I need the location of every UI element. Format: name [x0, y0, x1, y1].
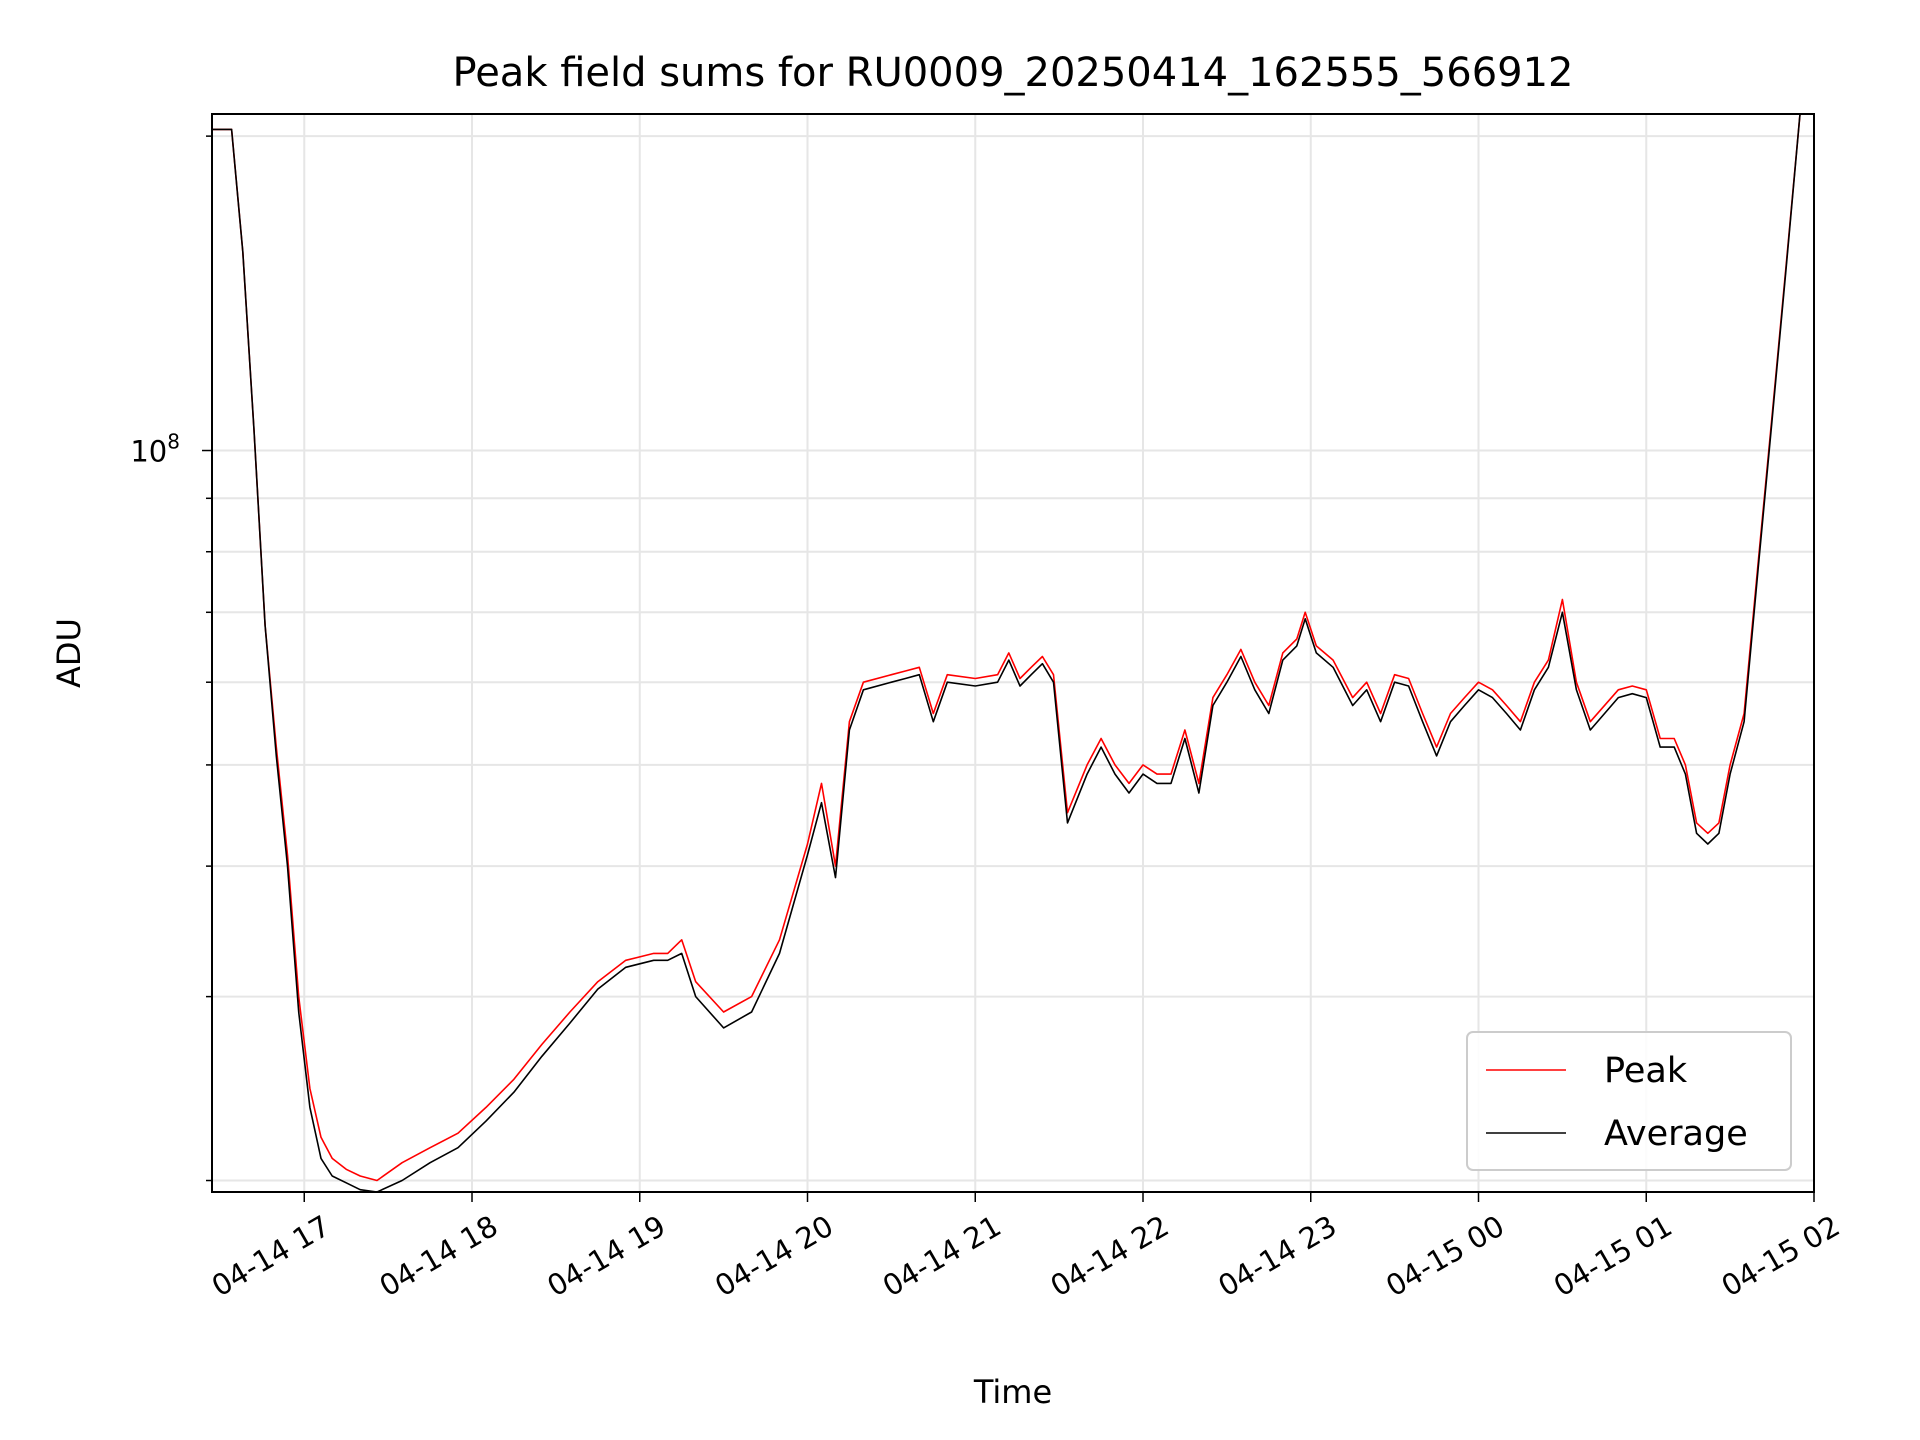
- y-tick-label-exponent: 8: [167, 430, 180, 454]
- legend-box: [1466, 1031, 1792, 1171]
- y-axis-tick-labels: 108: [130, 430, 180, 469]
- grid: [212, 114, 1815, 1192]
- legend: Peak Average: [1466, 1031, 1792, 1171]
- y-tick-label-base: 10: [130, 435, 167, 469]
- series-layer: [212, 113, 1801, 1193]
- y-axis-label: ADU: [50, 618, 88, 688]
- y-tick-label: 108: [130, 430, 180, 469]
- chart-title: Peak field sums for RU0009_20250414_1625…: [453, 50, 1574, 96]
- plot-frame: [211, 113, 1815, 1193]
- series-line-average: [212, 113, 1801, 1193]
- legend-label-average: Average: [1604, 1114, 1748, 1154]
- series-line-peak: [212, 113, 1801, 1182]
- legend-label-peak: Peak: [1604, 1051, 1688, 1091]
- y-axis-ticks: [202, 135, 212, 1182]
- x-axis-label: Time: [973, 1373, 1052, 1411]
